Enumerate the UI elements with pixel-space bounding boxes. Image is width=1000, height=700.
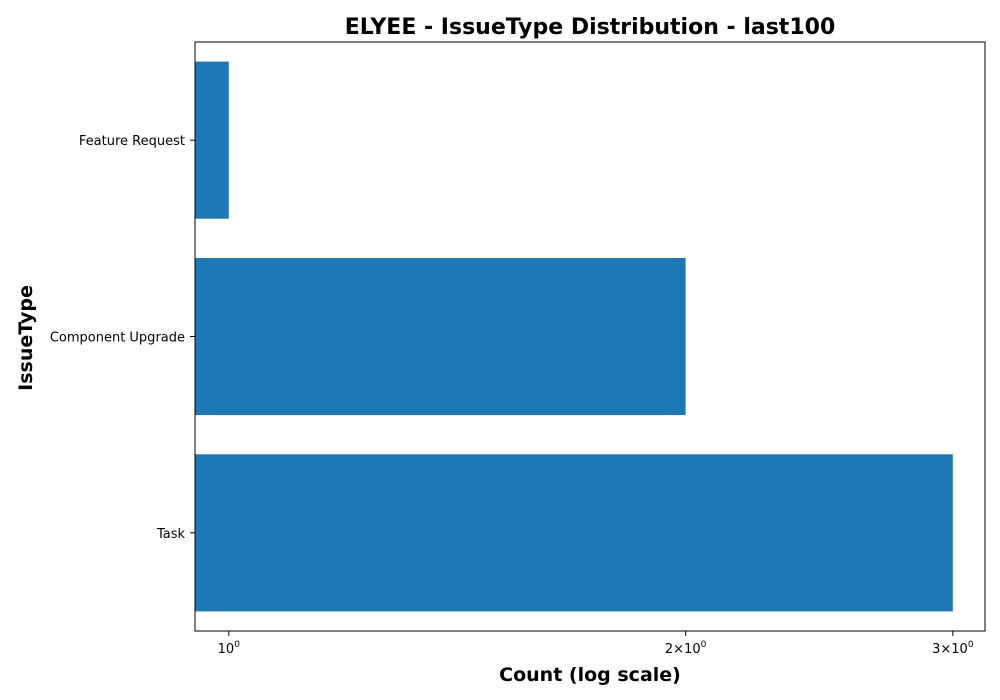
x-tick-label: 2×100 <box>665 640 707 657</box>
bar-feature-request <box>195 61 229 219</box>
y-axis-label: IssueType <box>15 285 37 391</box>
x-tick-label: 100 <box>218 640 241 657</box>
y-tick-label-task: Task <box>156 527 186 542</box>
x-ticks: 100 2×100 3×100 <box>218 631 974 657</box>
chart-title: ELYEE - IssueType Distribution - last100 <box>345 15 836 40</box>
y-tick-label-component-upgrade: Component Upgrade <box>50 331 185 346</box>
bar-component-upgrade <box>195 258 686 416</box>
y-tick-label-feature-request: Feature Request <box>79 134 185 149</box>
bars-layer <box>195 61 953 612</box>
x-axis-label: Count (log scale) <box>499 664 681 686</box>
y-ticks: Feature Request Component Upgrade Task <box>50 134 195 542</box>
x-tick-label: 3×100 <box>932 640 974 657</box>
bar-task <box>195 454 953 612</box>
